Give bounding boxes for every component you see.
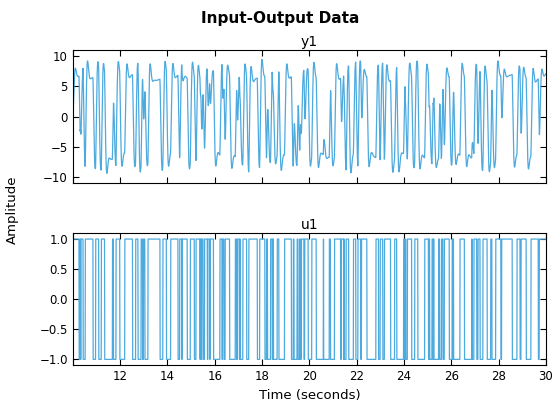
z1i bbox=[104, 171, 110, 176]
Title: u1: u1 bbox=[301, 218, 318, 232]
z1i bbox=[69, 111, 76, 116]
z1i bbox=[300, 70, 307, 75]
z1i bbox=[543, 236, 549, 241]
Line: z1i: z1i bbox=[73, 59, 546, 173]
z1i bbox=[300, 236, 306, 241]
z1i bbox=[287, 236, 294, 241]
z1i bbox=[69, 236, 76, 241]
z1i bbox=[529, 236, 535, 241]
z1i bbox=[529, 74, 536, 79]
Text: Input-Output Data: Input-Output Data bbox=[201, 10, 359, 26]
z1i bbox=[442, 236, 449, 241]
z1i bbox=[543, 71, 549, 76]
Text: Amplitude: Amplitude bbox=[6, 176, 19, 244]
z1i bbox=[529, 236, 536, 241]
z1i bbox=[442, 82, 449, 87]
X-axis label: Time (seconds): Time (seconds) bbox=[259, 389, 360, 402]
z1i bbox=[287, 74, 294, 79]
z1i bbox=[529, 69, 536, 74]
z1i bbox=[94, 79, 100, 84]
z1i bbox=[76, 357, 82, 362]
z1i bbox=[94, 236, 101, 241]
z1i bbox=[259, 57, 265, 62]
Line: z1i: z1i bbox=[73, 239, 546, 360]
Title: y1: y1 bbox=[301, 35, 318, 49]
